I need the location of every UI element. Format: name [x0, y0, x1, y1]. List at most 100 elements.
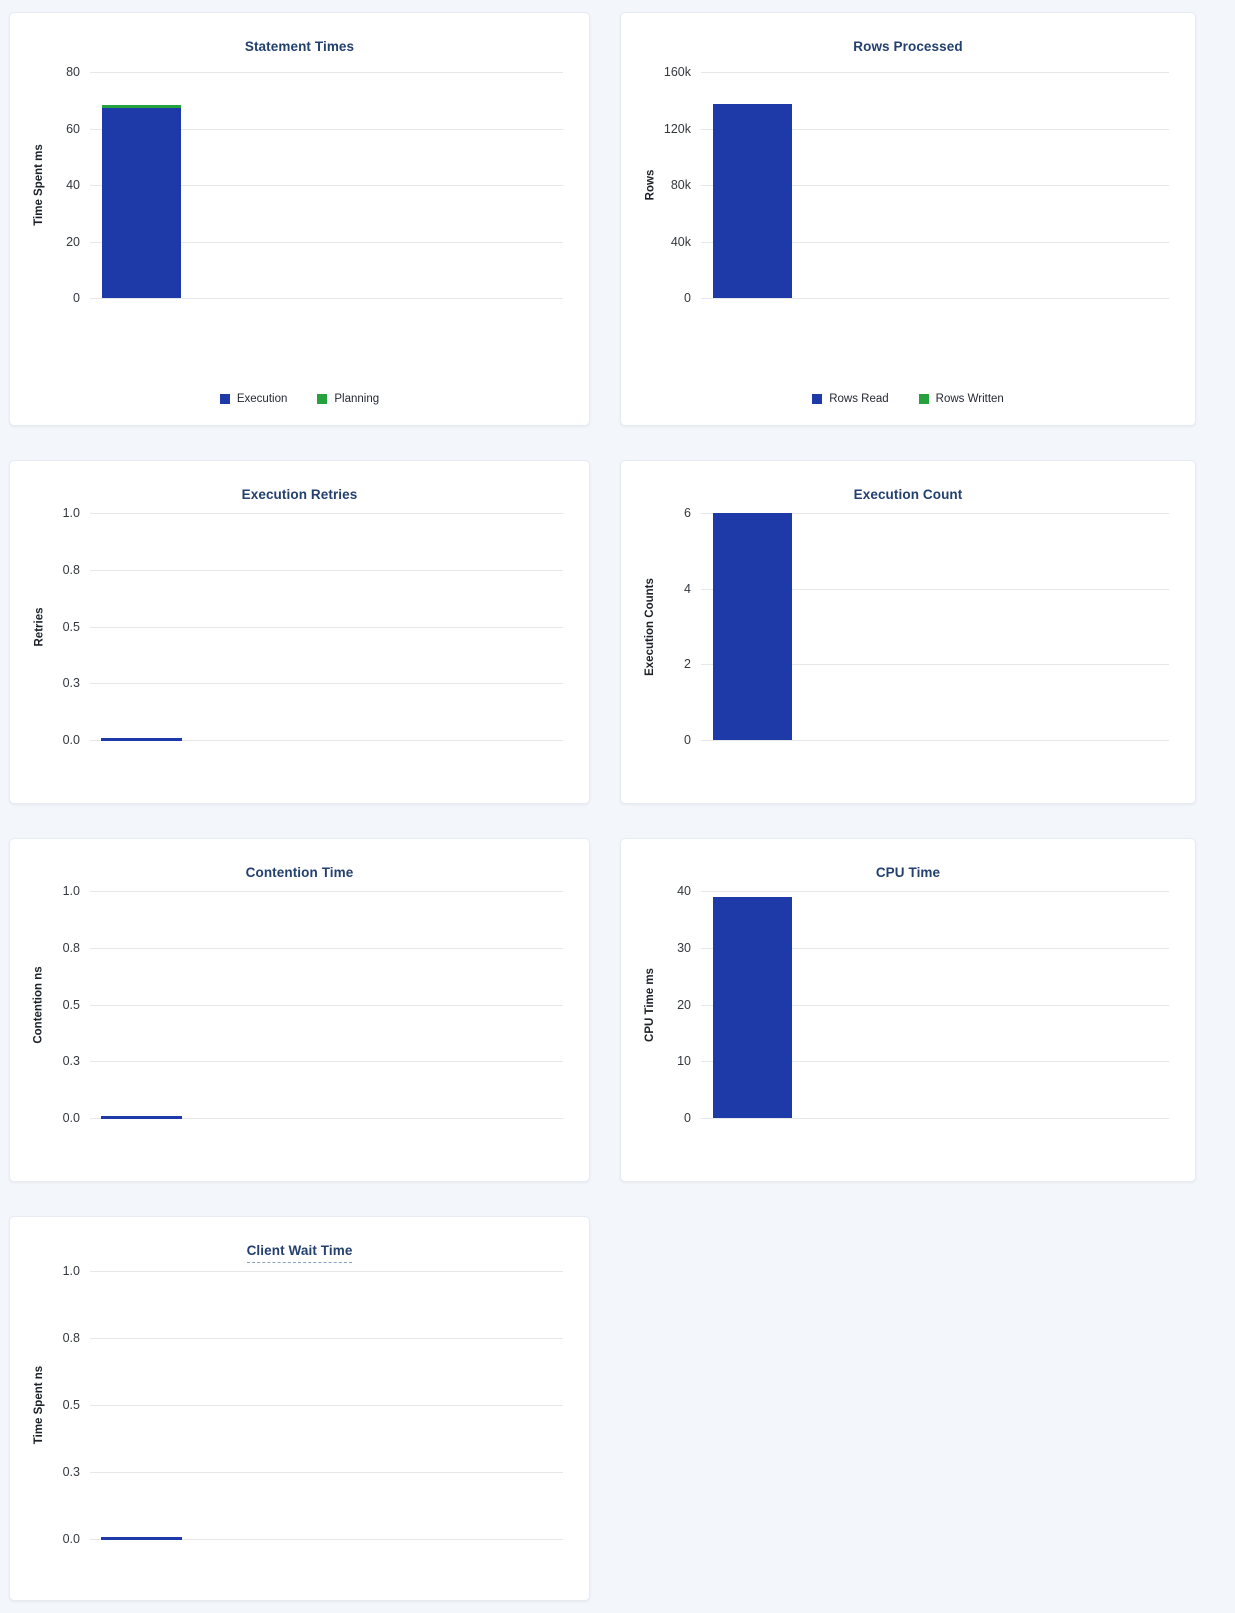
gridline — [90, 740, 563, 741]
bar-segment-value — [713, 897, 792, 1118]
legend-label: Execution — [236, 393, 288, 405]
chart-title: Execution Retries — [10, 487, 589, 502]
zero-value-bar — [101, 1116, 182, 1119]
y-tick-label: 0.8 — [62, 1331, 80, 1345]
chart-title-tooltip-trigger[interactable]: Client Wait Time — [246, 1243, 353, 1263]
y-tick-label: 1.0 — [62, 884, 80, 898]
y-tick-label: 2 — [684, 657, 691, 671]
y-tick-label: 4 — [684, 582, 691, 596]
gridline — [701, 1118, 1169, 1119]
gridline — [90, 185, 563, 186]
y-tick-label: 0 — [684, 291, 691, 305]
gridline — [701, 948, 1169, 949]
plot-area: 1.0 0.8 0.5 0.3 0.0 — [63, 1264, 563, 1546]
chart-title: Statement Times — [10, 39, 589, 54]
chart-card-client-wait-time: Client Wait Time Time Spent ns 1.0 0.8 0.5 0.… — [9, 1216, 590, 1601]
plot-area: 80 60 40 20 0 — [66, 65, 563, 305]
legend-item-planning: Planning — [317, 393, 379, 405]
bar — [102, 105, 181, 298]
y-axis-title: Rows — [644, 169, 657, 201]
gridline — [90, 242, 563, 243]
gridline — [90, 891, 563, 892]
y-tick-label: 6 — [684, 506, 691, 520]
y-tick-label: 0.0 — [62, 1532, 80, 1546]
gridline — [701, 589, 1169, 590]
gridline — [701, 242, 1169, 243]
gridline — [90, 1118, 563, 1119]
y-tick-label: 0.3 — [62, 1054, 80, 1068]
gridline — [701, 664, 1169, 665]
gridline — [90, 1472, 563, 1473]
y-axis-title-wrap: Retries — [24, 513, 54, 740]
gridline — [90, 1271, 563, 1272]
y-axis-title: Time Spent ms — [33, 144, 45, 226]
gridline — [90, 1539, 563, 1540]
gridline — [90, 1005, 563, 1006]
chart-legend: Execution Planning — [10, 393, 589, 405]
y-tick-label: 0.8 — [62, 563, 80, 577]
gridline — [90, 72, 563, 73]
gridline — [90, 298, 563, 299]
y-axis-title-wrap: Contention ns — [24, 891, 54, 1118]
y-axis-title: Contention ns — [33, 965, 46, 1044]
y-tick-label: 0 — [684, 1111, 691, 1125]
y-axis-title: CPU Time ms — [644, 967, 656, 1042]
y-tick-label: 0.0 — [62, 733, 80, 747]
y-tick-label: 1.0 — [62, 506, 80, 520]
gridline — [90, 570, 563, 571]
bar — [713, 513, 792, 740]
plot-area: 160k 120k 80k 40k 0 — [664, 65, 1169, 305]
y-axis-title-wrap: CPU Time ms — [635, 891, 665, 1118]
gridline — [90, 513, 563, 514]
chart-card-cpu-time: CPU Time CPU Time ms 40 30 20 10 0 — [620, 838, 1196, 1182]
bar-segment-planning — [102, 105, 181, 108]
y-tick-label: 40 — [66, 178, 80, 192]
chart-legend: Rows Read Rows Written — [621, 393, 1195, 405]
y-tick-label: 0.5 — [62, 1398, 80, 1412]
y-tick-label: 0.8 — [62, 941, 80, 955]
bar — [713, 104, 792, 298]
legend-label: Planning — [334, 393, 380, 405]
chart-card-statement-times: Statement Times Time Spent ms 80 60 40 20 0 Exe… — [9, 12, 590, 426]
y-tick-label: 0.5 — [62, 620, 80, 634]
gridline — [701, 72, 1169, 73]
plot-area: 6 4 2 0 — [684, 506, 1169, 747]
legend-swatch — [219, 394, 230, 404]
chart-card-rows-processed: Rows Processed Rows 160k 120k 80k 40k 0 Rows Re… — [620, 12, 1196, 426]
gridline — [701, 1061, 1169, 1062]
y-tick-label: 1.0 — [62, 1264, 80, 1278]
y-tick-label: 10 — [677, 1054, 691, 1068]
chart-title-text: Contention Time — [245, 865, 354, 880]
y-tick-label: 80k — [670, 178, 691, 192]
y-tick-label: 20 — [66, 235, 80, 249]
y-tick-label: 20 — [677, 998, 691, 1012]
bar-segment-value — [713, 513, 792, 740]
y-axis-title: Retries — [33, 607, 45, 646]
chart-title: CPU Time — [621, 865, 1195, 880]
gridline — [90, 683, 563, 684]
y-axis-title-wrap: Execution Counts — [635, 513, 665, 740]
chart-card-contention-time: Contention Time Contention ns 1.0 0.8 0.5 0.3… — [9, 838, 590, 1182]
y-tick-label: 0 — [73, 291, 80, 305]
legend-item-execution: Execution — [219, 393, 288, 405]
y-tick-label: 40 — [677, 884, 691, 898]
y-axis-title: Time Spent ns — [33, 1365, 46, 1445]
chart-card-execution-count: Execution Count Execution Counts 6 4 2 0 — [620, 460, 1196, 804]
bar-segment-execution — [102, 107, 181, 298]
legend-swatch — [918, 394, 929, 404]
chart-title: Rows Processed — [621, 39, 1195, 54]
y-tick-label: 0.3 — [62, 1465, 80, 1479]
gridline — [701, 298, 1169, 299]
y-tick-label: 120k — [663, 122, 691, 136]
chart-title-text: Execution Count — [853, 487, 963, 502]
gridline — [90, 627, 563, 628]
gridline — [90, 948, 563, 949]
y-tick-label: 60 — [66, 122, 80, 136]
legend-label: Rows Read — [829, 393, 889, 405]
y-axis-title-wrap: Rows — [635, 72, 665, 298]
gridline — [701, 185, 1169, 186]
legend-label: Rows Written — [935, 393, 1004, 405]
y-axis-title-wrap: Time Spent ms — [24, 72, 54, 298]
